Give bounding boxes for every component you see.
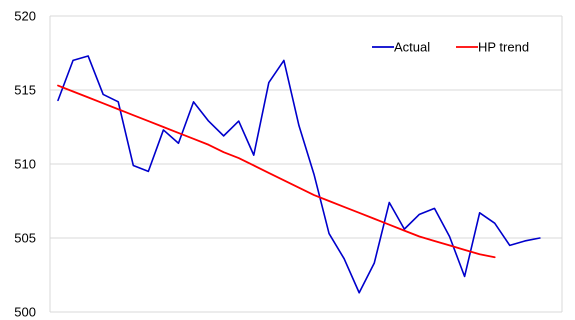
y-tick-label: 500 xyxy=(14,305,36,320)
y-tick-label: 520 xyxy=(14,9,36,24)
y-tick-label: 510 xyxy=(14,157,36,172)
series-line-actual xyxy=(57,55,541,294)
legend: Actual HP trend xyxy=(372,40,529,55)
y-tick-label: 505 xyxy=(14,231,36,246)
legend-label: HP trend xyxy=(478,40,529,55)
gridlines xyxy=(50,15,562,313)
series-lines xyxy=(57,55,541,294)
legend-label: Actual xyxy=(394,40,430,55)
axes: 500 505 510 515 520 xyxy=(14,9,563,320)
y-tick-label: 515 xyxy=(14,83,36,98)
series-line-hp-trend xyxy=(57,84,496,259)
